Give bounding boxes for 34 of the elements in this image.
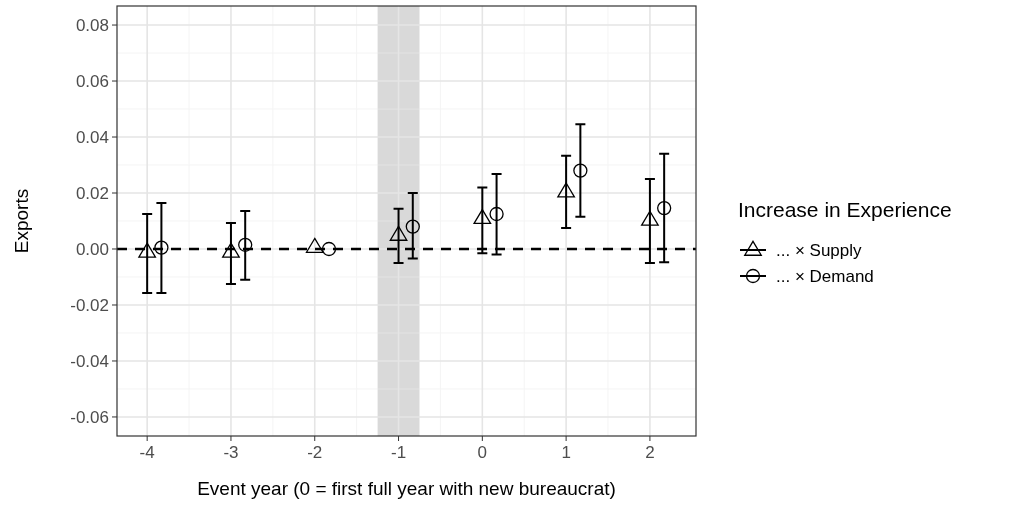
point: [154, 240, 169, 255]
y-tick-label: 0.02: [75, 183, 109, 203]
point: [473, 208, 492, 225]
point: [573, 163, 588, 178]
point: [657, 200, 672, 216]
x-tick-label: 2: [645, 443, 655, 462]
legend-label: ... × Supply: [776, 240, 863, 260]
x-tick-label: -1: [390, 443, 407, 462]
y-tick-label: 0.06: [75, 71, 109, 91]
point: [305, 237, 324, 253]
y-axis-title: Exports: [11, 188, 32, 254]
point: [389, 225, 408, 241]
x-tick-label: 1: [561, 443, 571, 462]
y-tick-label: -0.06: [70, 407, 109, 427]
legend-label: ... × Demand: [776, 266, 874, 286]
x-tick-label: 0: [477, 443, 488, 462]
point: [138, 242, 157, 258]
point: [641, 210, 659, 226]
point: [238, 237, 253, 252]
point: [405, 219, 420, 234]
x-tick-label: -4: [139, 443, 155, 462]
point: [321, 241, 337, 257]
x-axis-title: Event year (0 = first full year with new bureaucrat): [197, 478, 616, 499]
y-tick-label: 0.04: [75, 127, 109, 147]
point: [222, 242, 240, 258]
y-tick-label: -0.02: [70, 295, 109, 315]
point: [557, 182, 576, 198]
legend-title: Increase in Experience: [738, 198, 952, 221]
y-tick-label: 0.00: [75, 239, 109, 259]
x-tick-label: -3: [223, 443, 239, 462]
point: [489, 206, 504, 222]
x-tick-label: -2: [307, 443, 323, 462]
y-tick-label: -0.04: [70, 351, 109, 371]
y-tick-label: 0.08: [75, 15, 109, 35]
